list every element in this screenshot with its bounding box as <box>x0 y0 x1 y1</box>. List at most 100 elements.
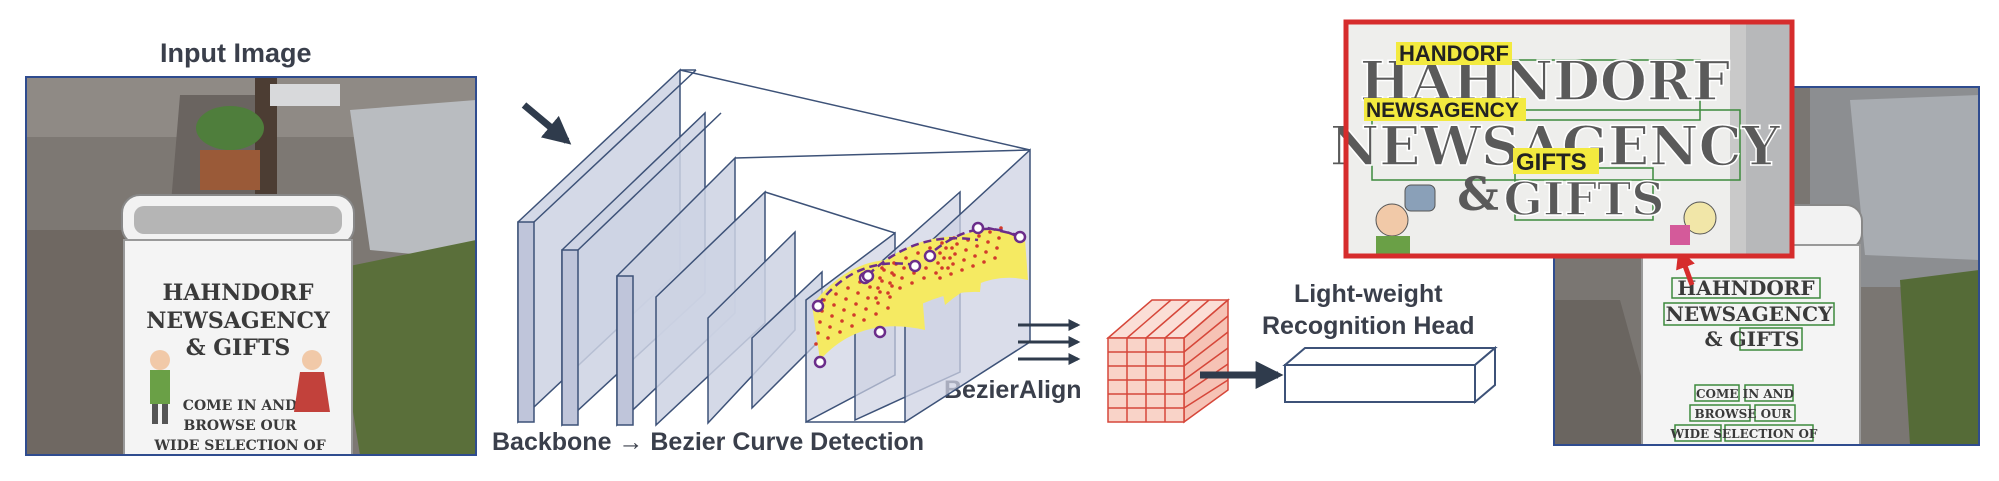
sampling-dot <box>997 236 1001 240</box>
planter <box>200 150 260 190</box>
zoom-word-ampersand: & <box>1457 167 1499 221</box>
output-image: HAHNDORF NEWSAGENCY & GIFTS COME IN AND … <box>1553 86 1980 446</box>
output-sign-line2: NEWSAGENCY <box>1666 302 1833 326</box>
zoom-inset: HAHNDORF NEWSAGENCY & GIFTS HANDORF NEWS… <box>1329 19 1795 259</box>
zoom-word-gifts: GIFTS <box>1504 172 1665 226</box>
sampling-dot <box>818 320 822 324</box>
input-sign-line4: COME IN AND <box>183 398 297 414</box>
sampling-dot <box>888 295 892 299</box>
sampling-dot <box>900 276 904 280</box>
sampling-dot <box>984 250 988 254</box>
sampling-dot <box>874 312 878 316</box>
input-sign-line1: HAHNDORF <box>163 280 314 306</box>
sampling-dot <box>938 276 942 280</box>
plant <box>196 106 264 150</box>
sampling-dot <box>846 286 850 290</box>
sampling-dot <box>856 291 860 295</box>
output-sign-line4: COME IN AND <box>1696 387 1794 401</box>
sampling-dot <box>862 318 866 322</box>
sampling-dot <box>852 313 856 317</box>
sampling-dot <box>876 301 880 305</box>
backbone-feature-planes <box>517 68 1031 427</box>
sampling-dot <box>953 252 957 256</box>
sampling-dot <box>904 256 908 260</box>
sampling-dot <box>962 258 966 262</box>
bezier-roi-3 <box>935 229 1028 305</box>
sampling-dot <box>949 272 953 276</box>
input-image-title: Input Image <box>160 38 312 68</box>
input-sign-line6: WIDE SELECTION OF <box>153 438 325 454</box>
sampling-dot <box>842 308 846 312</box>
zoom-cartoon-right-icon <box>1670 201 1717 245</box>
sampling-dot <box>866 296 870 300</box>
sampling-dot <box>878 276 882 280</box>
sampling-dot <box>993 256 997 260</box>
output-sign-line6: WIDE SELECTION OF <box>1670 427 1818 441</box>
sampling-dot <box>826 336 830 340</box>
sampling-dot <box>816 331 820 335</box>
sampling-dot <box>944 246 948 250</box>
sampling-dot <box>876 286 880 290</box>
sampling-dot <box>850 324 854 328</box>
sampling-dot <box>975 244 979 248</box>
sampling-dot <box>890 284 894 288</box>
sampling-dot <box>940 241 944 245</box>
sampling-dot <box>844 297 848 301</box>
sampling-dot <box>964 248 968 252</box>
sampling-dot <box>878 290 882 294</box>
zoom-cartoon-left-icon <box>1375 184 1436 256</box>
backbone-arrow-icon <box>521 102 572 145</box>
sampling-dot <box>928 246 932 250</box>
sampling-dot <box>971 264 975 268</box>
highlight-newsagency: NEWSAGENCY <box>1366 99 1519 122</box>
sampling-dot <box>955 242 959 246</box>
sampling-dot <box>864 307 868 311</box>
output-sign-line3: & GIFTS <box>1705 327 1800 351</box>
recognition-head-block <box>1282 345 1498 405</box>
recognition-head-line2: Recognition Head <box>1262 312 1475 340</box>
sampling-dot <box>999 226 1003 230</box>
sampling-dot <box>977 234 981 238</box>
sampling-dot <box>995 246 999 250</box>
highlight-gifts: GIFTS <box>1516 149 1587 176</box>
recognition-head-line1: Light-weight <box>1293 280 1443 308</box>
output-sign-line5: BROWSE OUR <box>1695 407 1793 421</box>
sampling-dot <box>892 261 896 265</box>
sampling-dot <box>854 302 858 306</box>
sampling-dot <box>814 342 818 346</box>
sampling-dot <box>942 256 946 260</box>
sampling-dot <box>828 325 832 329</box>
sampling-dot <box>922 276 926 280</box>
sampling-dot <box>982 260 986 264</box>
sampling-dot <box>960 268 964 272</box>
input-sign-line2: NEWSAGENCY <box>146 308 330 334</box>
sampling-dot <box>898 286 902 290</box>
cartoon-figure-right-icon <box>294 350 330 412</box>
sampling-dot <box>840 319 844 323</box>
sampling-dot <box>888 281 892 285</box>
input-sign-line3: & GIFTS <box>186 335 290 361</box>
sampling-dot <box>948 256 952 260</box>
sampling-dot <box>924 266 928 270</box>
car <box>350 100 476 260</box>
sampling-dot <box>868 285 872 289</box>
sampling-dot <box>830 314 834 318</box>
sampling-dot <box>910 281 914 285</box>
input-sign-line5: BROWSE OUR <box>183 418 296 434</box>
sampling-dot <box>886 291 890 295</box>
sampling-dot <box>832 303 836 307</box>
sampling-dot <box>890 271 894 275</box>
highlight-handorf: HANDORF <box>1399 41 1509 66</box>
sampling-dot <box>950 246 954 250</box>
sampling-dot <box>886 306 890 310</box>
sampling-dot <box>874 296 878 300</box>
sampling-dot <box>973 254 977 258</box>
sampling-dot <box>880 266 884 270</box>
recognition-head-label: Light-weight Recognition Head <box>1262 278 1475 342</box>
sampling-dot <box>951 262 955 266</box>
output-sign-line1: HAHNDORF <box>1677 276 1814 300</box>
sampling-dot <box>986 240 990 244</box>
sampling-dot <box>946 266 950 270</box>
sampling-dot <box>940 266 944 270</box>
